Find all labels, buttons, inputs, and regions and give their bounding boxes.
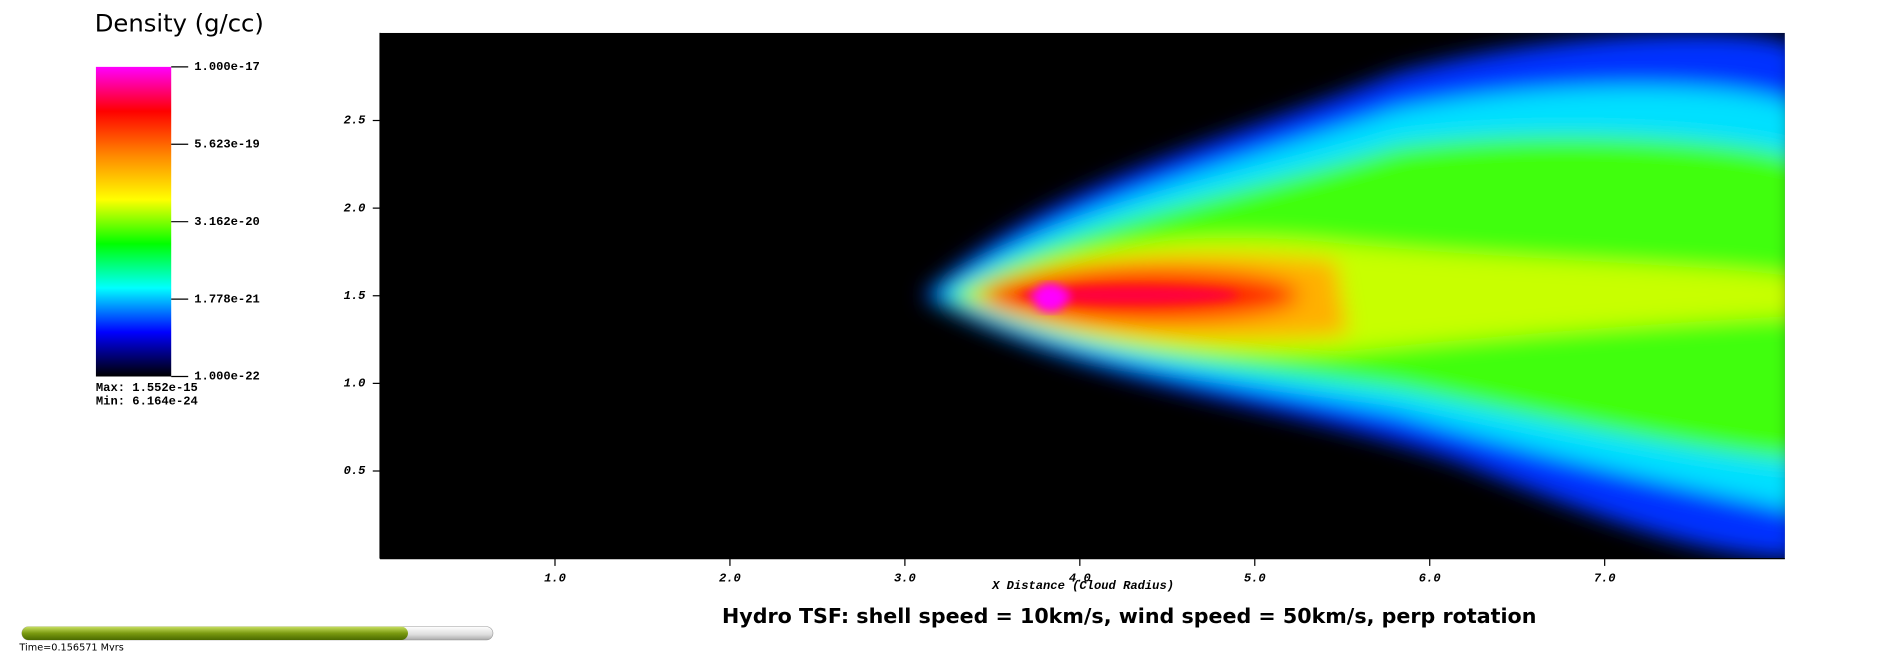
- colorbar-tick-label: 5.623e-19: [194, 137, 259, 151]
- x-tick-label: 6.0: [1419, 571, 1441, 585]
- plot-area: [380, 32, 1785, 559]
- y-tick-label: 1.0: [344, 377, 366, 391]
- x-tick-label: 7.0: [1594, 571, 1616, 585]
- plot-title: Hydro TSF: shell speed = 10km/s, wind sp…: [722, 604, 1536, 628]
- x-axis-label: X Distance (Cloud Radius): [991, 579, 1174, 593]
- colorbar-tick-label: 1.000e-22: [194, 370, 259, 384]
- x-tick-label: 5.0: [1244, 571, 1266, 585]
- max-label: Max: 1.552e-15: [96, 381, 198, 395]
- colorbar-tick-label: 3.162e-20: [194, 215, 259, 229]
- colorbar: [95, 66, 172, 377]
- colorbar-title: Density (g/cc): [95, 8, 264, 37]
- y-tick-label: 0.5: [344, 464, 367, 478]
- colorbar-tick-label: 1.000e-17: [194, 60, 259, 74]
- min-label: Min: 6.164e-24: [96, 394, 198, 408]
- x-tick-label: 4.0: [1069, 571, 1091, 585]
- time-slider-fill: [21, 626, 408, 640]
- x-tick-label: 1.0: [544, 571, 566, 585]
- y-tick-label: 2.0: [344, 201, 366, 215]
- x-tick-label: 3.0: [894, 571, 916, 585]
- colorbar-tick-label: 1.778e-21: [194, 292, 259, 306]
- y-tick-label: 1.5: [344, 289, 367, 303]
- y-tick-label: 2.5: [344, 114, 367, 128]
- x-tick-label: 2.0: [719, 571, 741, 585]
- time-label: Time=0.156571 Myrs: [18, 642, 123, 651]
